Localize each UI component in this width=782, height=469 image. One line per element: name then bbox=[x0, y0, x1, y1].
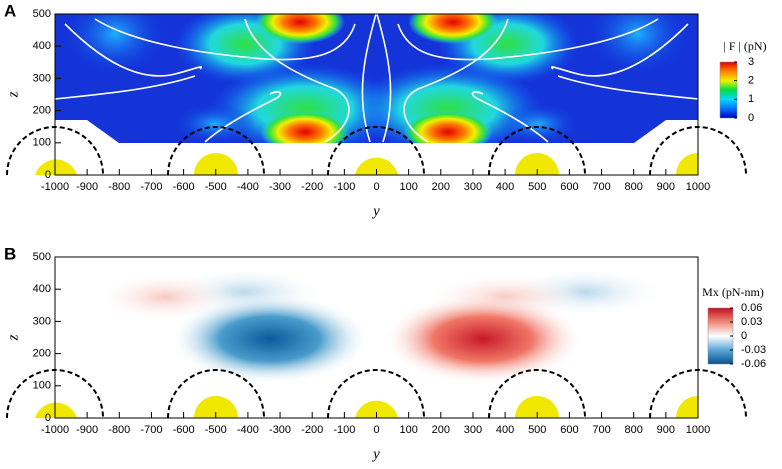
y-tick-label: 500 bbox=[33, 8, 51, 20]
y-tick-label: 100 bbox=[33, 380, 51, 392]
x-tick-label: 0 bbox=[373, 424, 379, 436]
x-axis-title: y bbox=[371, 203, 380, 219]
x-tick-label: 200 bbox=[432, 424, 450, 436]
x-tick-label: -400 bbox=[237, 181, 259, 193]
x-tick-label: 200 bbox=[432, 181, 450, 193]
x-tick-label: -900 bbox=[76, 424, 98, 436]
x-tick-label: 800 bbox=[625, 424, 643, 436]
x-tick-label: 500 bbox=[528, 181, 546, 193]
field-a bbox=[6, 14, 747, 176]
x-tick-label: -700 bbox=[140, 424, 162, 436]
y-tick-label: 400 bbox=[33, 40, 51, 52]
x-tick-label: -300 bbox=[269, 424, 291, 436]
x-tick-label: -900 bbox=[76, 181, 98, 193]
colorbar-tick-label: 0 bbox=[741, 330, 747, 342]
x-tick-label: 400 bbox=[496, 181, 514, 193]
y-tick-label: 200 bbox=[33, 348, 51, 360]
x-tick-label: -500 bbox=[205, 424, 227, 436]
panel-label: B bbox=[4, 244, 16, 263]
colorbar-tick-label: 3 bbox=[748, 56, 754, 68]
x-axis-title: y bbox=[371, 446, 380, 462]
x-tick-label: 1000 bbox=[686, 424, 710, 436]
x-tick-label: 600 bbox=[560, 181, 578, 193]
x-tick-label: 400 bbox=[496, 424, 514, 436]
y-axis-title: z bbox=[5, 91, 21, 98]
y-tick-label: 300 bbox=[33, 315, 51, 327]
y-tick-label: 0 bbox=[45, 169, 51, 181]
colorbar-tick-label: 2 bbox=[748, 75, 754, 87]
panel-label: A bbox=[4, 1, 16, 20]
x-tick-label: -400 bbox=[237, 424, 259, 436]
colorbar-tick-label: 0 bbox=[748, 112, 754, 124]
x-tick-label: 600 bbox=[560, 424, 578, 436]
field-b bbox=[6, 257, 747, 419]
x-tick-label: -800 bbox=[108, 424, 130, 436]
y-tick-label: 100 bbox=[33, 137, 51, 149]
y-tick-label: 500 bbox=[33, 251, 51, 263]
x-tick-label: -1000 bbox=[41, 181, 69, 193]
x-tick-label: 500 bbox=[528, 424, 546, 436]
x-tick-label: 1000 bbox=[686, 181, 710, 193]
colorbar-tick-label: -0.03 bbox=[741, 344, 766, 356]
x-tick-label: -200 bbox=[301, 424, 323, 436]
colorbar-tick-label: 0.06 bbox=[741, 302, 762, 314]
x-tick-label: -800 bbox=[108, 181, 130, 193]
colorbar-tick-label: 1 bbox=[748, 93, 754, 105]
x-tick-label: 300 bbox=[464, 424, 482, 436]
colorbar-tick-label: 0.03 bbox=[741, 316, 762, 328]
x-tick-label: 100 bbox=[399, 181, 417, 193]
x-tick-label: -600 bbox=[173, 181, 195, 193]
x-tick-label: -500 bbox=[205, 181, 227, 193]
x-tick-label: 0 bbox=[373, 181, 379, 193]
y-tick-label: 400 bbox=[33, 283, 51, 295]
x-tick-label: -300 bbox=[269, 181, 291, 193]
colorbar bbox=[719, 61, 738, 119]
x-tick-label: 800 bbox=[625, 181, 643, 193]
colorbar bbox=[707, 307, 734, 365]
x-tick-label: -200 bbox=[301, 181, 323, 193]
x-tick-label: 700 bbox=[592, 424, 610, 436]
x-tick-label: 300 bbox=[464, 181, 482, 193]
colorbar-title: | F | (pN) bbox=[723, 39, 766, 53]
y-tick-label: 300 bbox=[33, 72, 51, 84]
x-tick-label: 900 bbox=[657, 181, 675, 193]
x-tick-label: -1000 bbox=[41, 424, 69, 436]
x-tick-label: -100 bbox=[333, 181, 355, 193]
y-tick-label: 0 bbox=[45, 412, 51, 424]
x-tick-label: -700 bbox=[140, 181, 162, 193]
y-axis-title: z bbox=[5, 334, 21, 341]
y-tick-label: 200 bbox=[33, 105, 51, 117]
x-tick-label: -600 bbox=[173, 424, 195, 436]
colorbar-title: Mx (pN-nm) bbox=[702, 285, 764, 299]
x-tick-label: 900 bbox=[657, 424, 675, 436]
x-tick-label: 100 bbox=[399, 424, 417, 436]
colorbar-tick-label: -0.06 bbox=[741, 358, 766, 370]
x-tick-label: 700 bbox=[592, 181, 610, 193]
x-tick-label: -100 bbox=[333, 424, 355, 436]
